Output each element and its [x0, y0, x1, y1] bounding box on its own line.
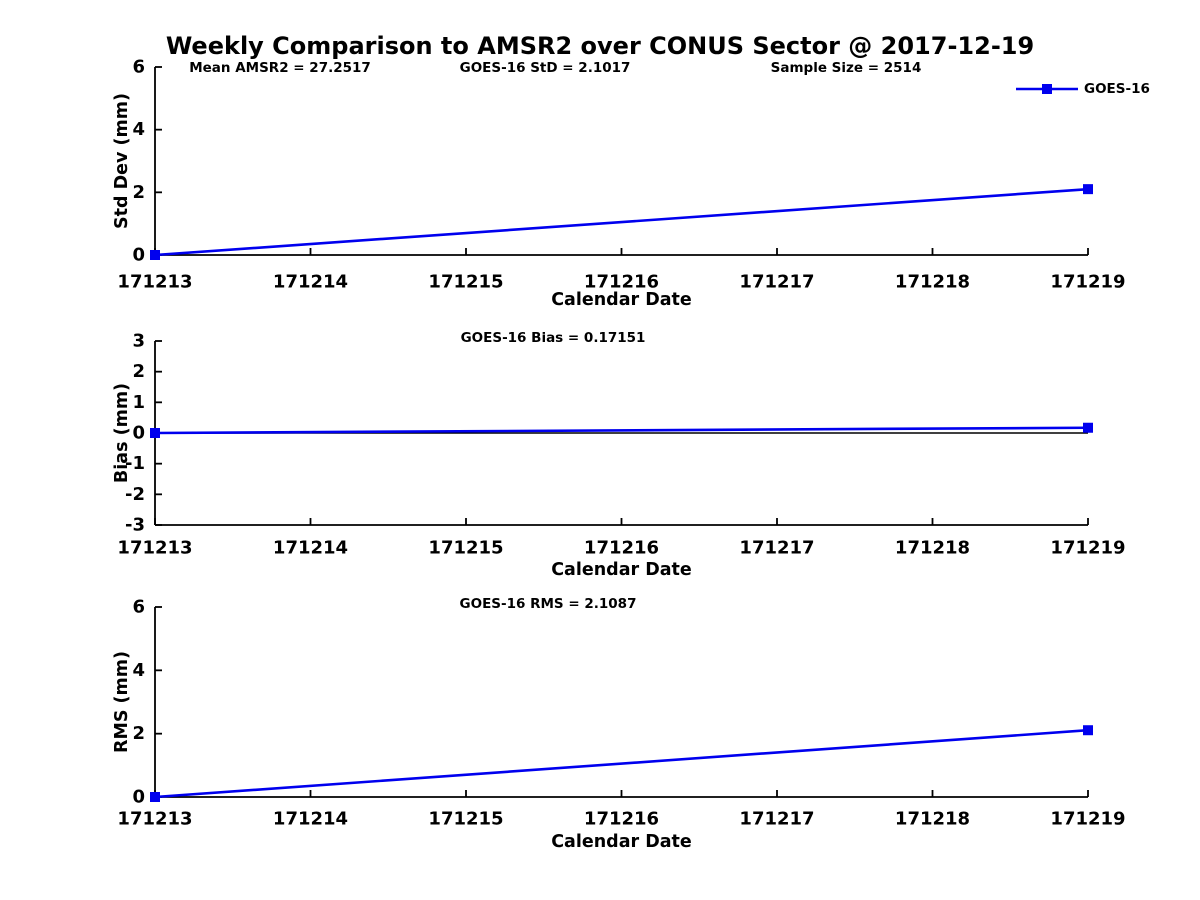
x-tick-label: 171214	[273, 272, 348, 293]
x-tick-label: 171217	[739, 272, 814, 293]
y-tick-label: 6	[132, 57, 145, 78]
x-tick-label: 171213	[117, 809, 192, 830]
annotation-text: Sample Size = 2514	[771, 60, 922, 76]
chart-rms: 171213 171214 171215 171216 171217 171218 1712…	[112, 596, 1126, 852]
y-tick-label: 2	[132, 723, 145, 744]
y-axis-title: RMS (mm)	[112, 651, 132, 753]
legend-label: GOES-16	[1084, 81, 1150, 97]
annotation-text: GOES-16 Bias = 0.17151	[461, 330, 646, 346]
series-marker	[150, 792, 160, 802]
series-marker	[1083, 184, 1093, 195]
y-tick-label: 2	[132, 182, 145, 203]
x-tick-label: 171218	[895, 538, 970, 559]
x-tick-label: 171217	[739, 809, 814, 830]
y-tick-label: -3	[125, 515, 145, 536]
y-tick-label: 1	[132, 392, 145, 413]
series-line	[154, 728, 1089, 799]
y-tick-label: 0	[132, 245, 145, 266]
y-tick-label: -1	[125, 453, 145, 474]
y-tick-label: 2	[132, 361, 145, 382]
series-line	[154, 187, 1089, 257]
x-axis-title: Calendar Date	[551, 832, 692, 852]
x-tick-label: 171214	[273, 809, 348, 830]
x-tick-label: 171219	[1050, 809, 1125, 830]
x-tick-label: 171218	[895, 809, 970, 830]
series-marker	[1083, 725, 1093, 736]
y-axis-title: Bias (mm)	[112, 383, 132, 483]
chart-std-dev: 171213 171214 171215 171216 171217 171218 1712…	[112, 57, 1150, 311]
x-tick-label: 171216	[584, 272, 659, 293]
series-line	[154, 426, 1089, 435]
series-marker	[150, 250, 160, 260]
annotation-text: Mean AMSR2 = 27.2517	[189, 60, 371, 76]
x-tick-label: 171214	[273, 538, 348, 559]
series-marker	[1083, 422, 1093, 433]
y-tick-label: 3	[132, 331, 145, 352]
y-axis-title: Std Dev (mm)	[112, 93, 132, 229]
series-marker	[150, 428, 160, 438]
x-tick-label: 171215	[428, 538, 503, 559]
y-tick-label: 6	[132, 597, 145, 618]
annotation-text: GOES-16 StD = 2.1017	[460, 60, 631, 76]
x-tick-label: 171216	[584, 809, 659, 830]
x-tick-label: 171219	[1050, 272, 1125, 293]
chart-bias: 171213 171214 171215 171216 171217 171218 1712…	[112, 330, 1126, 580]
y-tick-label: 4	[132, 660, 145, 681]
x-tick-label: 171213	[117, 538, 192, 559]
x-tick-label: 171216	[584, 538, 659, 559]
y-tick-label: -2	[125, 484, 145, 505]
figure-title: Weekly Comparison to AMSR2 over CONUS Se…	[165, 32, 1035, 60]
y-tick-label: 4	[132, 119, 145, 140]
x-tick-label: 171215	[428, 809, 503, 830]
y-tick-label: 0	[132, 423, 145, 444]
x-tick-label: 171217	[739, 538, 814, 559]
x-axis-title: Calendar Date	[551, 290, 692, 310]
legend: GOES-16	[1016, 81, 1150, 97]
annotation-text: GOES-16 RMS = 2.1087	[460, 596, 637, 612]
y-tick-label: 0	[132, 787, 145, 808]
x-axis-title: Calendar Date	[551, 560, 692, 580]
x-tick-label: 171215	[428, 272, 503, 293]
x-tick-label: 171219	[1050, 538, 1125, 559]
legend-marker	[1042, 84, 1052, 94]
x-tick-label: 171218	[895, 272, 970, 293]
x-tick-label: 171213	[117, 272, 192, 293]
